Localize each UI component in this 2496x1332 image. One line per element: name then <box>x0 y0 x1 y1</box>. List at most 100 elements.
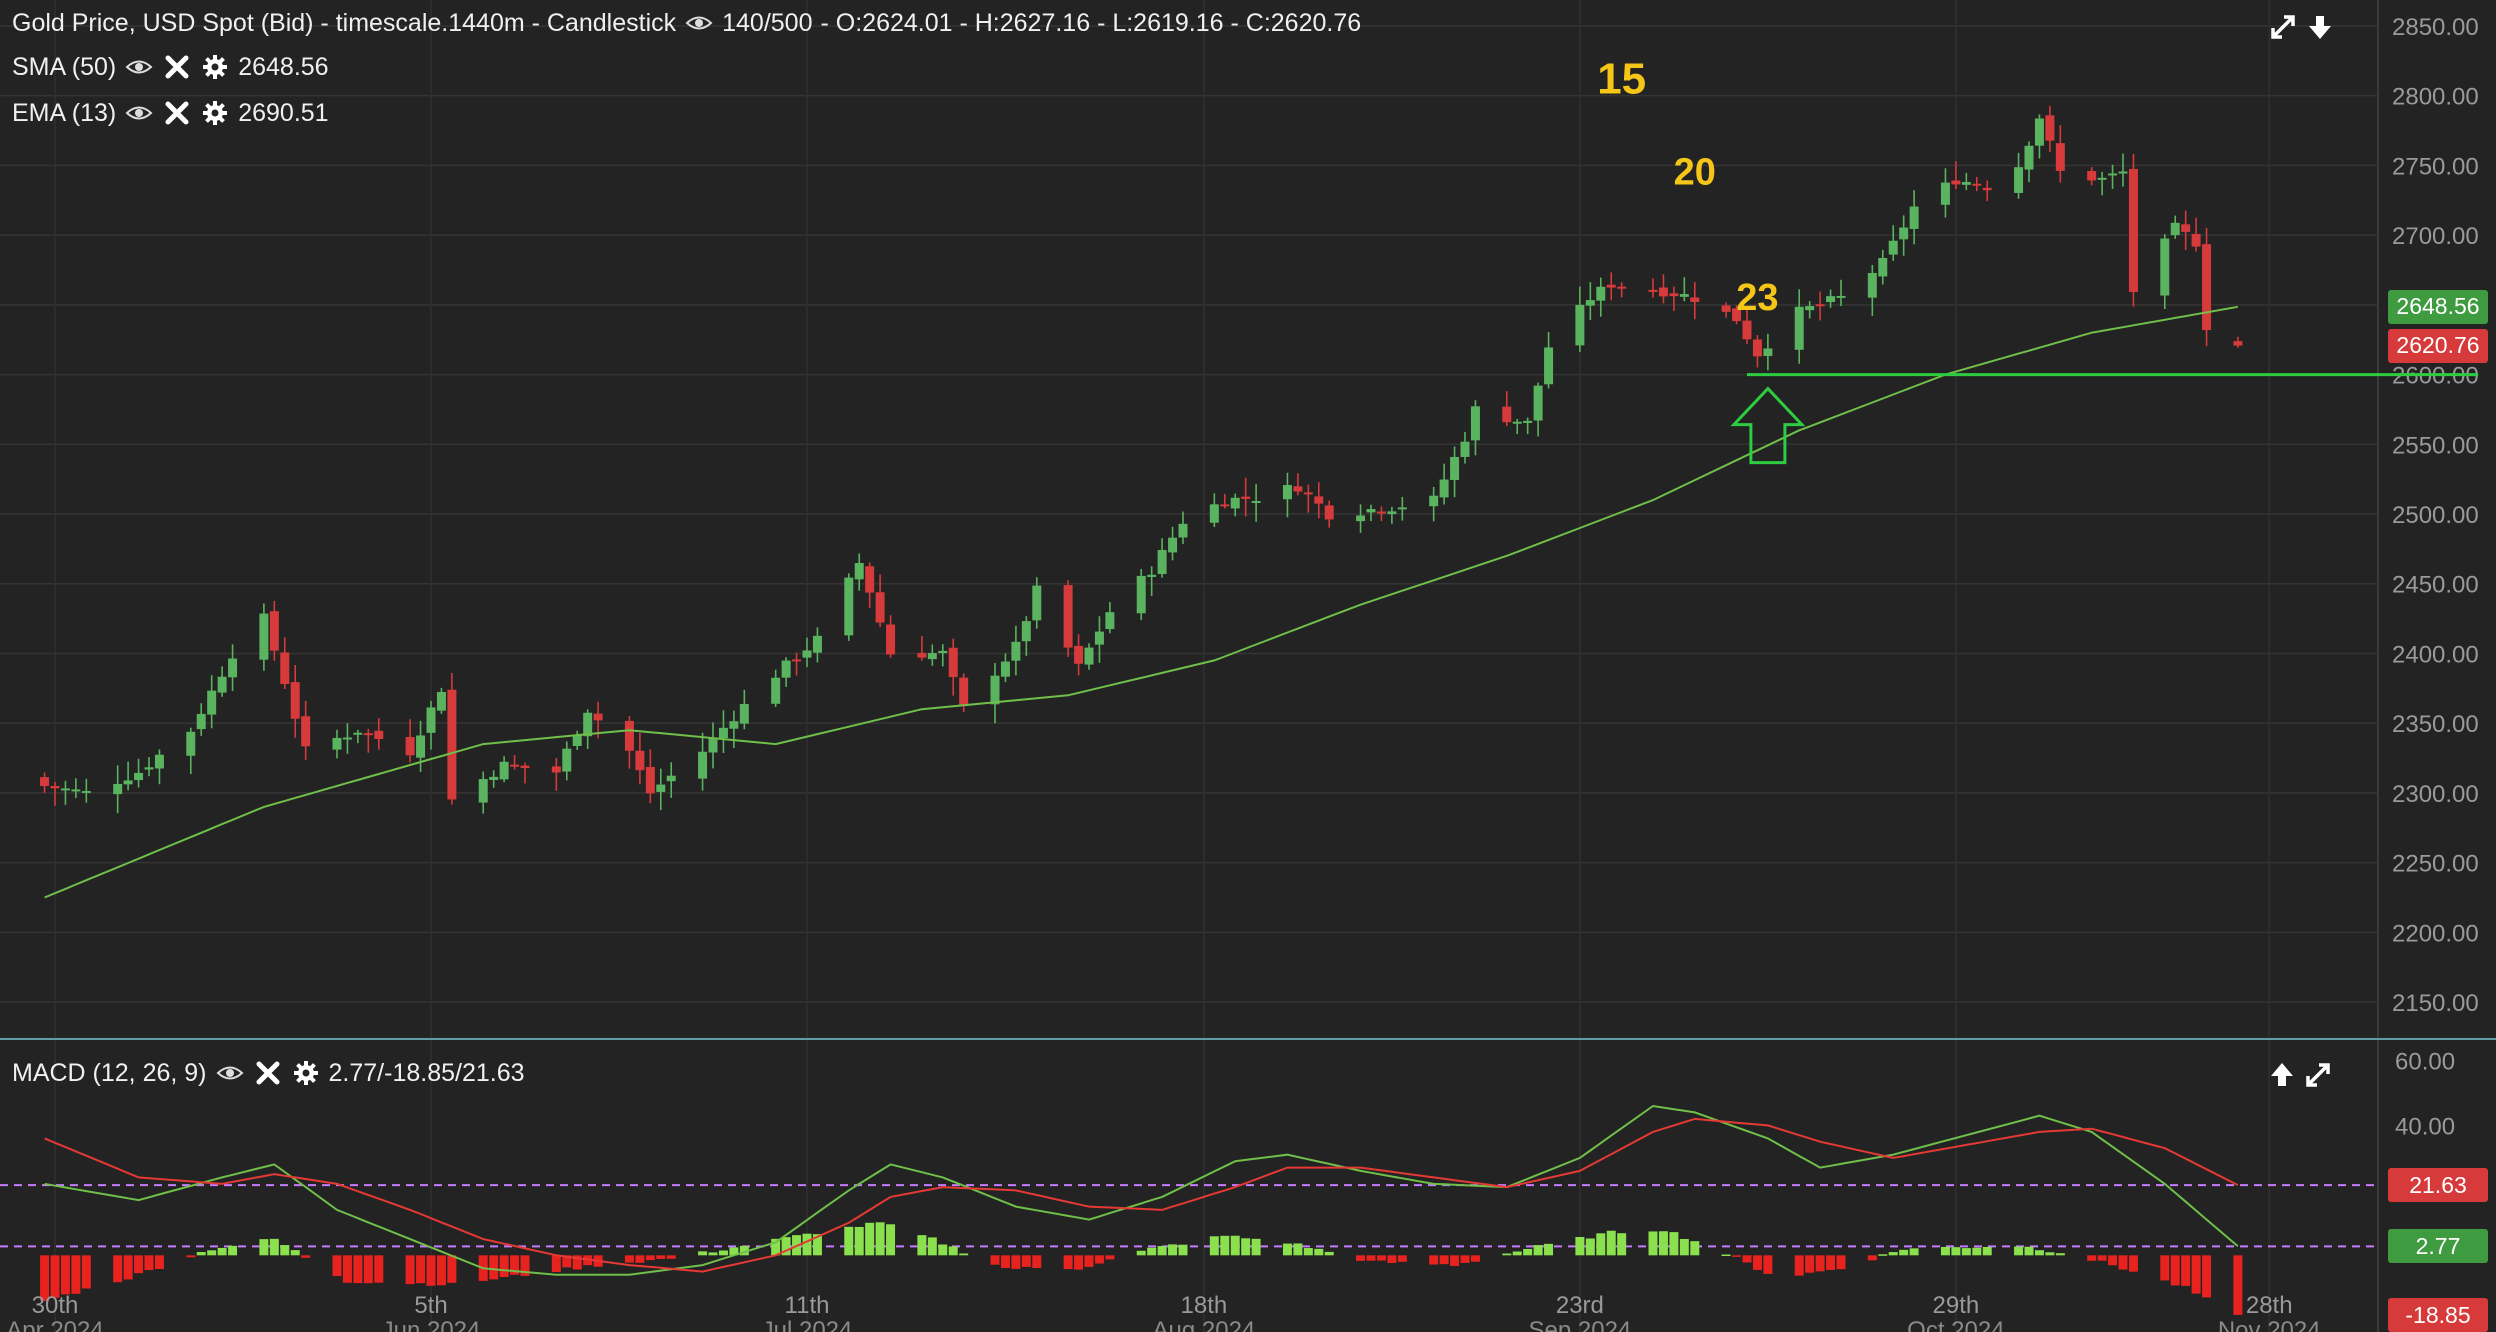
histogram-bar <box>2087 1255 2097 1261</box>
candle-body <box>698 751 708 779</box>
close-icon[interactable] <box>253 1058 283 1088</box>
candle-body <box>1366 509 1376 513</box>
price-chart[interactable]: 2150.00 2200.00 2250.00 2300.00 2350.00 2400.… <box>0 0 2496 1038</box>
candle-body <box>1867 272 1877 298</box>
ema-label: EMA (13) <box>12 98 117 127</box>
candle-body <box>1899 227 1909 240</box>
histogram-bar <box>1063 1255 1073 1270</box>
annotation-label: 20 <box>1674 151 1716 193</box>
candle-body <box>1136 575 1146 614</box>
candle-body <box>1732 308 1742 322</box>
annotation-label: 23 <box>1736 277 1778 319</box>
candle-body <box>1596 286 1606 301</box>
candle-body <box>363 733 373 736</box>
histogram-bar <box>2233 1255 2243 1315</box>
arrow-down-icon[interactable] <box>2305 12 2335 42</box>
candle-body <box>927 653 937 660</box>
close-icon[interactable] <box>162 52 192 82</box>
price-tick-label: 2150.00 <box>2392 990 2479 1017</box>
candle-body <box>2055 143 2065 171</box>
eye-icon[interactable] <box>124 52 154 82</box>
candle-body <box>1617 286 1627 289</box>
price-tick-label: 2400.00 <box>2392 641 2479 668</box>
candle-body <box>2097 177 2107 180</box>
candle-body <box>666 775 676 782</box>
candle-body <box>217 676 227 693</box>
candle-body <box>207 690 217 715</box>
expand-icon[interactable] <box>2303 1060 2333 1090</box>
histogram-bar <box>186 1255 196 1258</box>
candle-body <box>886 624 896 655</box>
date-tick-day: 5th <box>414 1292 447 1319</box>
candle-body <box>1241 496 1251 499</box>
price-tick-label: 2250.00 <box>2392 851 2479 878</box>
candle-body <box>1157 550 1167 575</box>
close-icon[interactable] <box>162 98 192 128</box>
price-tick-label: 2200.00 <box>2392 920 2479 947</box>
candle-body <box>1460 441 1470 457</box>
candle-body <box>1094 631 1104 645</box>
macd-line-tag: 2.77 <box>2388 1229 2488 1264</box>
gear-icon[interactable] <box>291 1058 321 1088</box>
histogram-bar <box>844 1226 854 1256</box>
candle-body <box>196 713 206 730</box>
macd-line <box>44 1104 2239 1276</box>
candle-body <box>426 707 436 733</box>
histogram-bar <box>217 1247 227 1256</box>
candle-body <box>186 731 196 756</box>
histogram-bar <box>624 1255 634 1263</box>
histogram-bar <box>342 1255 352 1283</box>
candle-body <box>792 659 802 662</box>
histogram-bar <box>1596 1233 1606 1256</box>
candle-body <box>1951 180 1961 185</box>
candle-body <box>1982 187 1992 191</box>
candle-body <box>1230 497 1240 509</box>
candle-body <box>1794 306 1804 350</box>
candle-body <box>1314 496 1324 504</box>
candle-body <box>436 692 446 711</box>
panel-divider[interactable] <box>0 1038 2496 1040</box>
candle-body <box>1000 661 1010 677</box>
eye-icon[interactable] <box>684 8 714 38</box>
gear-icon[interactable] <box>200 98 230 128</box>
sma-legend: SMA (50) 2648.56 <box>12 52 329 82</box>
candle-body <box>499 761 509 780</box>
candle-body <box>520 765 530 769</box>
histogram-bar <box>1147 1247 1157 1256</box>
annotation-label: 15 <box>1597 55 1646 104</box>
histogram-bar <box>959 1253 969 1256</box>
histogram-bar <box>2191 1255 2201 1294</box>
candle-body <box>123 780 133 785</box>
eye-icon[interactable] <box>124 98 154 128</box>
histogram-bar <box>1429 1255 1439 1265</box>
histogram-bar <box>1512 1251 1522 1256</box>
histogram-bar <box>927 1237 937 1256</box>
histogram-bar <box>666 1255 676 1259</box>
histogram-bar <box>196 1252 206 1256</box>
last-sma-price-tag: 2648.56 <box>2388 289 2488 324</box>
gear-icon[interactable] <box>200 52 230 82</box>
chart-ohlc: - O:2624.01 - H:2627.16 - L:2619.16 - C:… <box>820 8 1362 37</box>
histogram-bar <box>1157 1246 1167 1256</box>
histogram-bar <box>551 1255 561 1273</box>
candle-body <box>2045 115 2055 141</box>
candle-body <box>489 776 499 781</box>
histogram-bar <box>1533 1245 1543 1256</box>
date-tick-day: 29th <box>1933 1292 1980 1319</box>
candle-body <box>1669 293 1679 297</box>
arrow-up-marker <box>1730 386 1806 465</box>
histogram-bar <box>1502 1253 1512 1256</box>
histogram-bar <box>1470 1255 1480 1262</box>
macd-signal-tag: 21.63 <box>2388 1168 2488 1203</box>
histogram-bar <box>1366 1255 1376 1261</box>
candle-body <box>572 734 582 746</box>
histogram-bar <box>1000 1255 1010 1268</box>
expand-icon[interactable] <box>2268 12 2298 42</box>
eye-icon[interactable] <box>215 1058 245 1088</box>
macd-tick-label: 40.00 <box>2395 1113 2455 1140</box>
sma-label: SMA (50) <box>12 52 117 81</box>
candle-body <box>1575 304 1585 346</box>
date-tick-day: 11th <box>785 1292 830 1319</box>
histogram-bar <box>447 1255 457 1283</box>
arrow-up-icon[interactable] <box>2267 1060 2297 1090</box>
